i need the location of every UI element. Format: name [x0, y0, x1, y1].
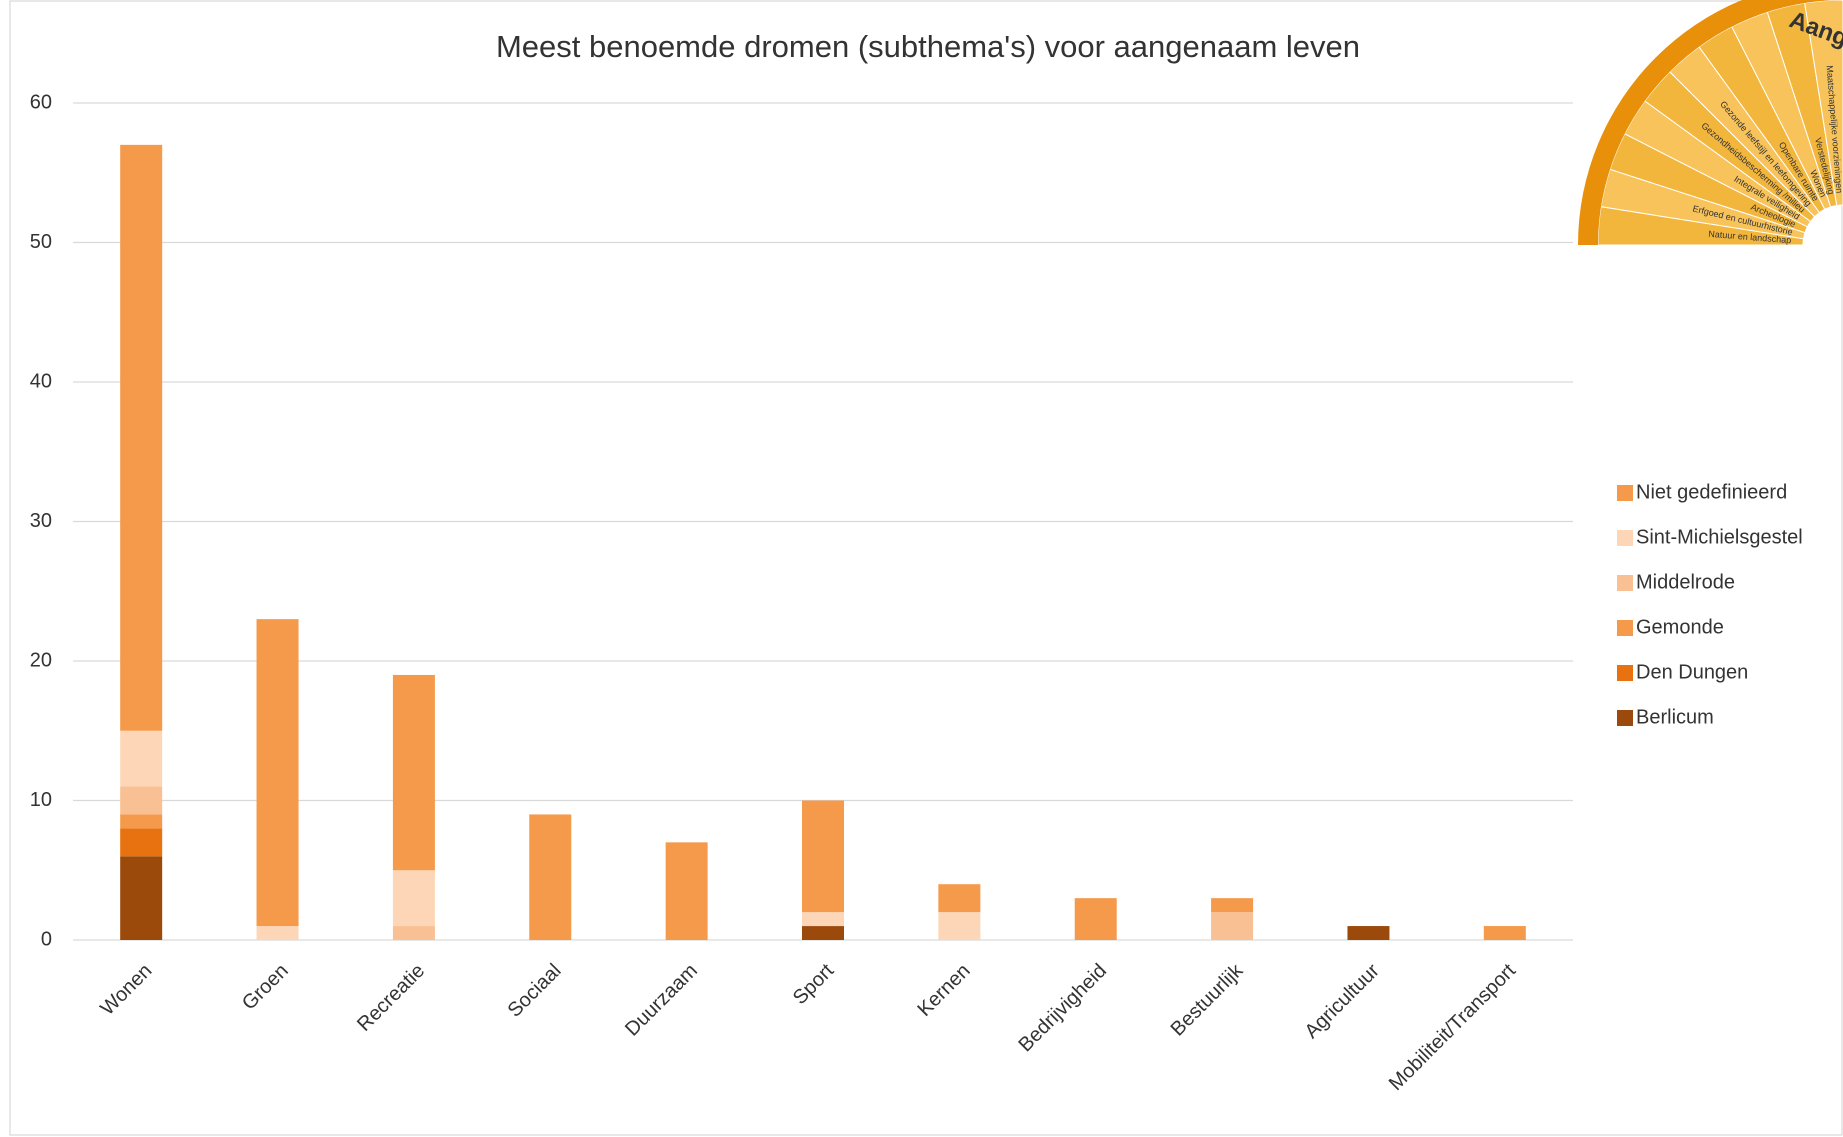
y-tick-label: 0	[41, 928, 52, 950]
legend-label: Berlicum	[1636, 706, 1714, 728]
y-tick-label: 10	[30, 789, 52, 811]
legend-swatch	[1617, 665, 1633, 681]
y-tick-label: 40	[30, 370, 52, 392]
y-tick-label: 50	[30, 231, 52, 253]
legend-swatch	[1617, 485, 1633, 501]
legend-label: Den Dungen	[1636, 661, 1748, 683]
legend-swatch	[1617, 710, 1633, 726]
bar-segment	[120, 144, 163, 731]
bar-segment	[392, 674, 435, 871]
bar-segment	[802, 926, 844, 940]
y-tick-label: 20	[30, 649, 52, 671]
legend-label: Gemonde	[1636, 616, 1724, 638]
bar-segment	[802, 912, 844, 927]
bar-segment	[1483, 926, 1526, 940]
bar-segment	[120, 828, 163, 857]
chart-title: Meest benoemde dromen (subthema's) voor …	[496, 29, 1360, 64]
bar-segment	[120, 786, 163, 815]
y-tick-label: 60	[30, 91, 52, 113]
legend-label: Niet gedefinieerd	[1636, 481, 1787, 503]
legend-swatch	[1617, 620, 1633, 636]
legend-label: Sint-Michielsgestel	[1636, 526, 1803, 548]
logo-sector	[1804, 0, 1843, 207]
bar-segment	[529, 814, 572, 940]
bar-segment	[392, 926, 435, 940]
bar-segment	[1347, 926, 1390, 940]
bar-segment	[665, 842, 708, 940]
bar-segment	[120, 814, 163, 829]
bar-segment	[938, 912, 981, 940]
bar-segment	[256, 619, 299, 927]
bar-segment	[120, 730, 163, 787]
legend-label: Middelrode	[1636, 571, 1735, 593]
legend-swatch	[1617, 530, 1633, 546]
bar-segment	[802, 800, 844, 913]
bar-segment	[256, 926, 299, 940]
bar-segment	[938, 884, 981, 913]
bar-segment	[1211, 912, 1254, 940]
y-tick-label: 30	[30, 510, 52, 532]
legend-swatch	[1617, 575, 1633, 591]
bar-segment	[120, 856, 163, 940]
chart-frame	[9, 0, 1843, 1136]
bar-segment	[392, 870, 435, 927]
bar-segment	[1074, 898, 1117, 940]
bar-segment	[1211, 898, 1254, 913]
